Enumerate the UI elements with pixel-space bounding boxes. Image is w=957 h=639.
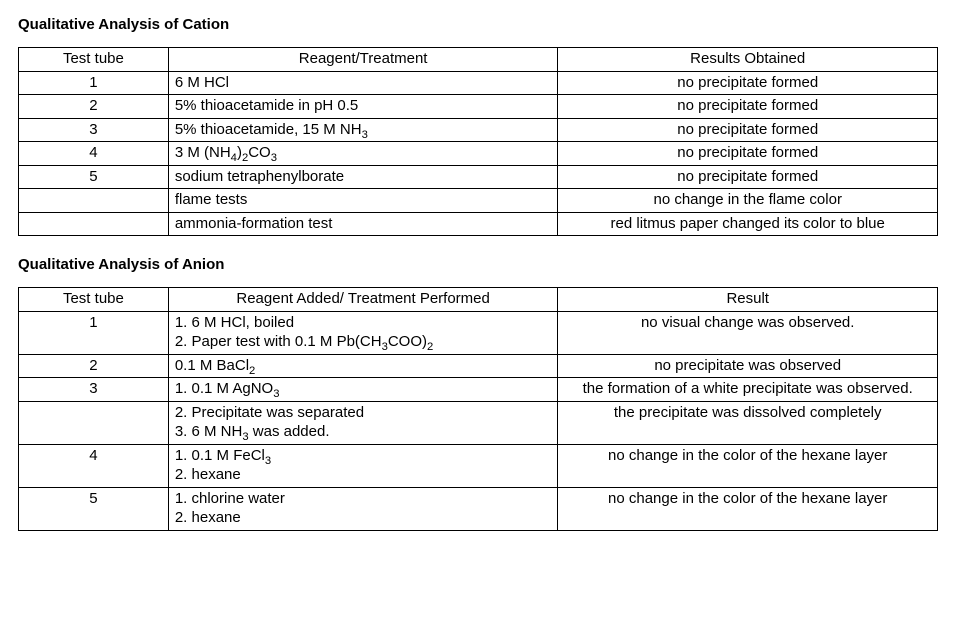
cation-table: Test tube Reagent/Treatment Results Obta… (18, 47, 938, 236)
cell: 2 (19, 354, 169, 378)
table-row: 3 1. 0.1 M AgNO3 the formation of a whit… (19, 378, 938, 402)
cell (19, 189, 169, 213)
cell: 5 (19, 487, 169, 530)
cell: no precipitate formed (558, 142, 938, 166)
cell: 1 (19, 311, 169, 354)
table-row: 1 1. 6 M HCl, boiled2. Paper test with 0… (19, 311, 938, 354)
cell: 5 (19, 165, 169, 189)
anion-table: Test tube Reagent Added/ Treatment Perfo… (18, 287, 938, 531)
cell: 2 (19, 95, 169, 119)
table-row: flame tests no change in the flame color (19, 189, 938, 213)
table-row: 5 1. chlorine water2. hexane no change i… (19, 487, 938, 530)
table-row: 1 6 M HCl no precipitate formed (19, 71, 938, 95)
cell: no precipitate formed (558, 95, 938, 119)
col-header-result: Result (558, 288, 938, 312)
table-row: ammonia-formation test red litmus paper … (19, 212, 938, 236)
col-header-reagent: Reagent Added/ Treatment Performed (168, 288, 558, 312)
table-row: 4 1. 0.1 M FeCl32. hexane no change in t… (19, 444, 938, 487)
table-row: 3 5% thioacetamide, 15 M NH3 no precipit… (19, 118, 938, 142)
anion-section-title: Qualitative Analysis of Anion (18, 256, 939, 273)
cell: flame tests (168, 189, 558, 213)
cation-section-title: Qualitative Analysis of Cation (18, 16, 939, 33)
table-row: 4 3 M (NH4)2CO3 no precipitate formed (19, 142, 938, 166)
cell (19, 401, 169, 444)
cell: 4 (19, 142, 169, 166)
col-header-testtube: Test tube (19, 48, 169, 72)
cell (19, 212, 169, 236)
cell: the precipitate was dissolved completely (558, 401, 938, 444)
cell: no change in the color of the hexane lay… (558, 487, 938, 530)
cell: 5% thioacetamide, 15 M NH3 (168, 118, 558, 142)
cell: no precipitate formed (558, 118, 938, 142)
cell: no change in the color of the hexane lay… (558, 444, 938, 487)
table-row: 5 sodium tetraphenylborate no precipitat… (19, 165, 938, 189)
cell: sodium tetraphenylborate (168, 165, 558, 189)
cell: 1 (19, 71, 169, 95)
cell: 0.1 M BaCl2 (168, 354, 558, 378)
cell: no precipitate formed (558, 71, 938, 95)
col-header-reagent: Reagent/Treatment (168, 48, 558, 72)
cell: the formation of a white precipitate was… (558, 378, 938, 402)
col-header-result: Results Obtained (558, 48, 938, 72)
cell: 3 (19, 118, 169, 142)
cell: 6 M HCl (168, 71, 558, 95)
cell: red litmus paper changed its color to bl… (558, 212, 938, 236)
col-header-testtube: Test tube (19, 288, 169, 312)
table-row: Test tube Reagent/Treatment Results Obta… (19, 48, 938, 72)
cell: 1. 6 M HCl, boiled2. Paper test with 0.1… (168, 311, 558, 354)
cell: 2. Precipitate was separated3. 6 M NH3 w… (168, 401, 558, 444)
table-row: 2 0.1 M BaCl2 no precipitate was observe… (19, 354, 938, 378)
table-row: 2 5% thioacetamide in pH 0.5 no precipit… (19, 95, 938, 119)
cell: 1. chlorine water2. hexane (168, 487, 558, 530)
cell: 3 (19, 378, 169, 402)
cell: 1. 0.1 M AgNO3 (168, 378, 558, 402)
table-row: Test tube Reagent Added/ Treatment Perfo… (19, 288, 938, 312)
cell: no precipitate was observed (558, 354, 938, 378)
cell: ammonia-formation test (168, 212, 558, 236)
cell: 4 (19, 444, 169, 487)
cell: no change in the flame color (558, 189, 938, 213)
cell: 1. 0.1 M FeCl32. hexane (168, 444, 558, 487)
cell: 5% thioacetamide in pH 0.5 (168, 95, 558, 119)
cell: 3 M (NH4)2CO3 (168, 142, 558, 166)
cell: no visual change was observed. (558, 311, 938, 354)
cell: no precipitate formed (558, 165, 938, 189)
table-row: 2. Precipitate was separated3. 6 M NH3 w… (19, 401, 938, 444)
